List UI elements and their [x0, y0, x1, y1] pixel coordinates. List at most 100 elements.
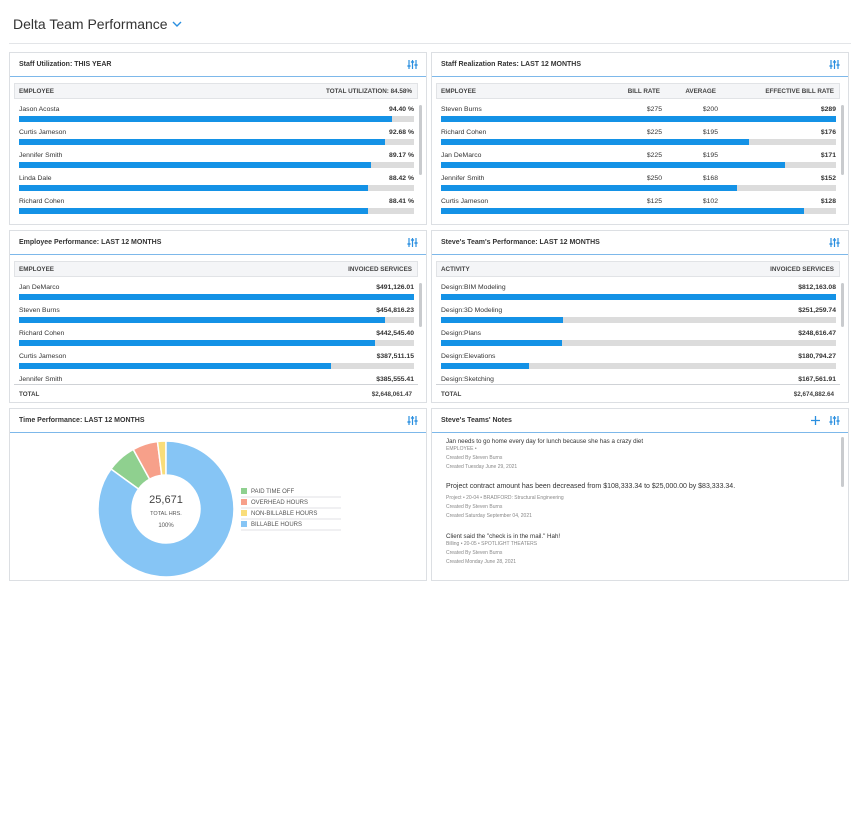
bar [441, 317, 564, 323]
column-header: AVERAGE [685, 88, 716, 95]
row-value: $225 [646, 152, 662, 159]
bar [441, 139, 750, 145]
row-value: 88.42 % [389, 175, 414, 182]
note-text: Jan needs to go home every day for lunch… [446, 438, 644, 445]
row-value: $128 [820, 198, 836, 205]
row-name: Richard Cohen [441, 129, 487, 136]
add-note-icon[interactable] [810, 415, 821, 426]
note-by: Created By Steven Burns [446, 550, 503, 556]
note-date: Created Saturday September 04, 2021 [446, 513, 532, 519]
scrollbar [841, 283, 844, 327]
panel: Staff Utilization: THIS YEAR EMPLOYEE Jaso… [9, 52, 427, 225]
row-value: $812,163.08 [798, 284, 836, 291]
panel-header-line [432, 432, 848, 433]
settings-icon[interactable] [829, 59, 840, 70]
legend-label: BILLABLE HOURS [251, 522, 302, 528]
settings-icon[interactable] [407, 237, 418, 248]
settings-icon[interactable] [829, 237, 840, 248]
total-divider [14, 384, 418, 385]
row-value: $251,259.74 [798, 307, 836, 314]
bar [19, 116, 392, 122]
row-name: Jennifer Smith [441, 175, 485, 182]
panel-title: Staff Utilization: THIS YEAR [19, 61, 112, 68]
legend-label: OVERHEAD HOURS [251, 500, 308, 506]
row-name: Design:Sketching [441, 376, 494, 383]
bar [19, 294, 414, 300]
legend-swatch [241, 521, 247, 527]
panel: Steve's Teams' Notes Jan needs to go home… [431, 408, 849, 581]
scrollbar [419, 283, 422, 327]
row-value: 89.17 % [389, 152, 414, 159]
title-dropdown[interactable] [172, 20, 182, 28]
row-value: 92.68 % [389, 129, 414, 136]
total-label: TOTAL [441, 391, 462, 398]
note-by: Created By Steven Burns [446, 455, 503, 461]
bar [19, 208, 369, 214]
row-value: 88.41 % [389, 198, 414, 205]
panel-title: Time Performance: LAST 12 MONTHS [19, 417, 145, 424]
panel-header-line [10, 254, 426, 255]
row-name: Steven Burns [441, 106, 482, 113]
panel-header-line [432, 76, 848, 77]
settings-icon[interactable] [407, 59, 418, 70]
column-header: TOTAL UTILIZATION: 84.58% [326, 88, 412, 95]
list: Jan DeMarco $491,126.01 Steven Burns $454,8… [10, 279, 426, 383]
panel: Time Performance: LAST 12 MONTHS PAID TIM… [9, 408, 427, 581]
row-name: Curtis Jameson [441, 198, 489, 205]
row-value: $102 [702, 198, 718, 205]
legend-swatch [241, 499, 247, 505]
bar [441, 185, 738, 191]
column-header: EFFECTIVE BILL RATE [765, 88, 834, 95]
legend-label: NON-BILLABLE HOURS [251, 511, 317, 517]
total-divider [436, 384, 840, 385]
note-by: Created By Steven Burns [446, 504, 503, 510]
row-name: Jan DeMarco [19, 284, 60, 291]
note-date: Created Monday June 28, 2021 [446, 559, 517, 565]
title-divider [9, 43, 851, 44]
bar-track [441, 363, 836, 369]
row-name: Design:Plans [441, 330, 482, 337]
row-value: $225 [646, 129, 662, 136]
row-value: $454,816.23 [376, 307, 414, 314]
donut-chart: PAID TIME OFF OVERHEAD HOURS NON-BILLABLE … [97, 440, 341, 578]
scrollbar [419, 105, 422, 175]
total-value: $2,674,882.64 [793, 391, 834, 398]
scrollbar [841, 437, 844, 487]
column-header: BILL RATE [627, 88, 660, 95]
row-value: $195 [702, 129, 718, 136]
row-value: $152 [820, 175, 836, 182]
column-header: EMPLOYEE [19, 88, 54, 95]
note-meta: Project • 20-04 • BRADFORD: Structural E… [446, 495, 564, 501]
settings-icon[interactable] [829, 415, 840, 426]
legend-label: PAID TIME OFF [251, 489, 294, 495]
bar [19, 162, 372, 168]
note-text: Project contract amount has been decreas… [446, 483, 736, 490]
donut-total: 25,671 [149, 494, 183, 506]
row-value: $250 [646, 175, 662, 182]
row-value: $168 [702, 175, 718, 182]
settings-icon[interactable] [407, 415, 418, 426]
list: Design:BIM Modeling $812,163.08 Design:3D … [432, 279, 848, 383]
panel-title: Steve's Teams' Notes [441, 417, 512, 424]
column-header: INVOICED SERVICES [348, 266, 412, 273]
row-value: 94.40 % [389, 106, 414, 113]
table-header [14, 261, 418, 277]
row-name: Jennifer Smith [19, 376, 63, 383]
donut-total-label: TOTAL HRS. [150, 511, 182, 517]
panel: Steve's Team's Performance: LAST 12 MONT… [431, 230, 849, 403]
row-name: Richard Cohen [19, 330, 65, 337]
donut-percent: 100% [158, 523, 174, 529]
row-value: $180,794.27 [798, 353, 836, 360]
row-name: Richard Cohen [19, 198, 65, 205]
row-value: $125 [646, 198, 662, 205]
page-title: Delta Team Performance [13, 16, 168, 32]
bar-track [441, 317, 836, 323]
panel-title: Staff Realization Rates: LAST 12 MONTHS [441, 61, 582, 68]
row-value: $385,555.41 [376, 376, 414, 383]
table-header [436, 261, 840, 277]
bar [19, 185, 369, 191]
note-date: Created Tuesday June 29, 2021 [446, 464, 518, 470]
panel-title: Steve's Team's Performance: LAST 12 MONT… [441, 239, 600, 246]
panel-header-line [10, 432, 426, 433]
